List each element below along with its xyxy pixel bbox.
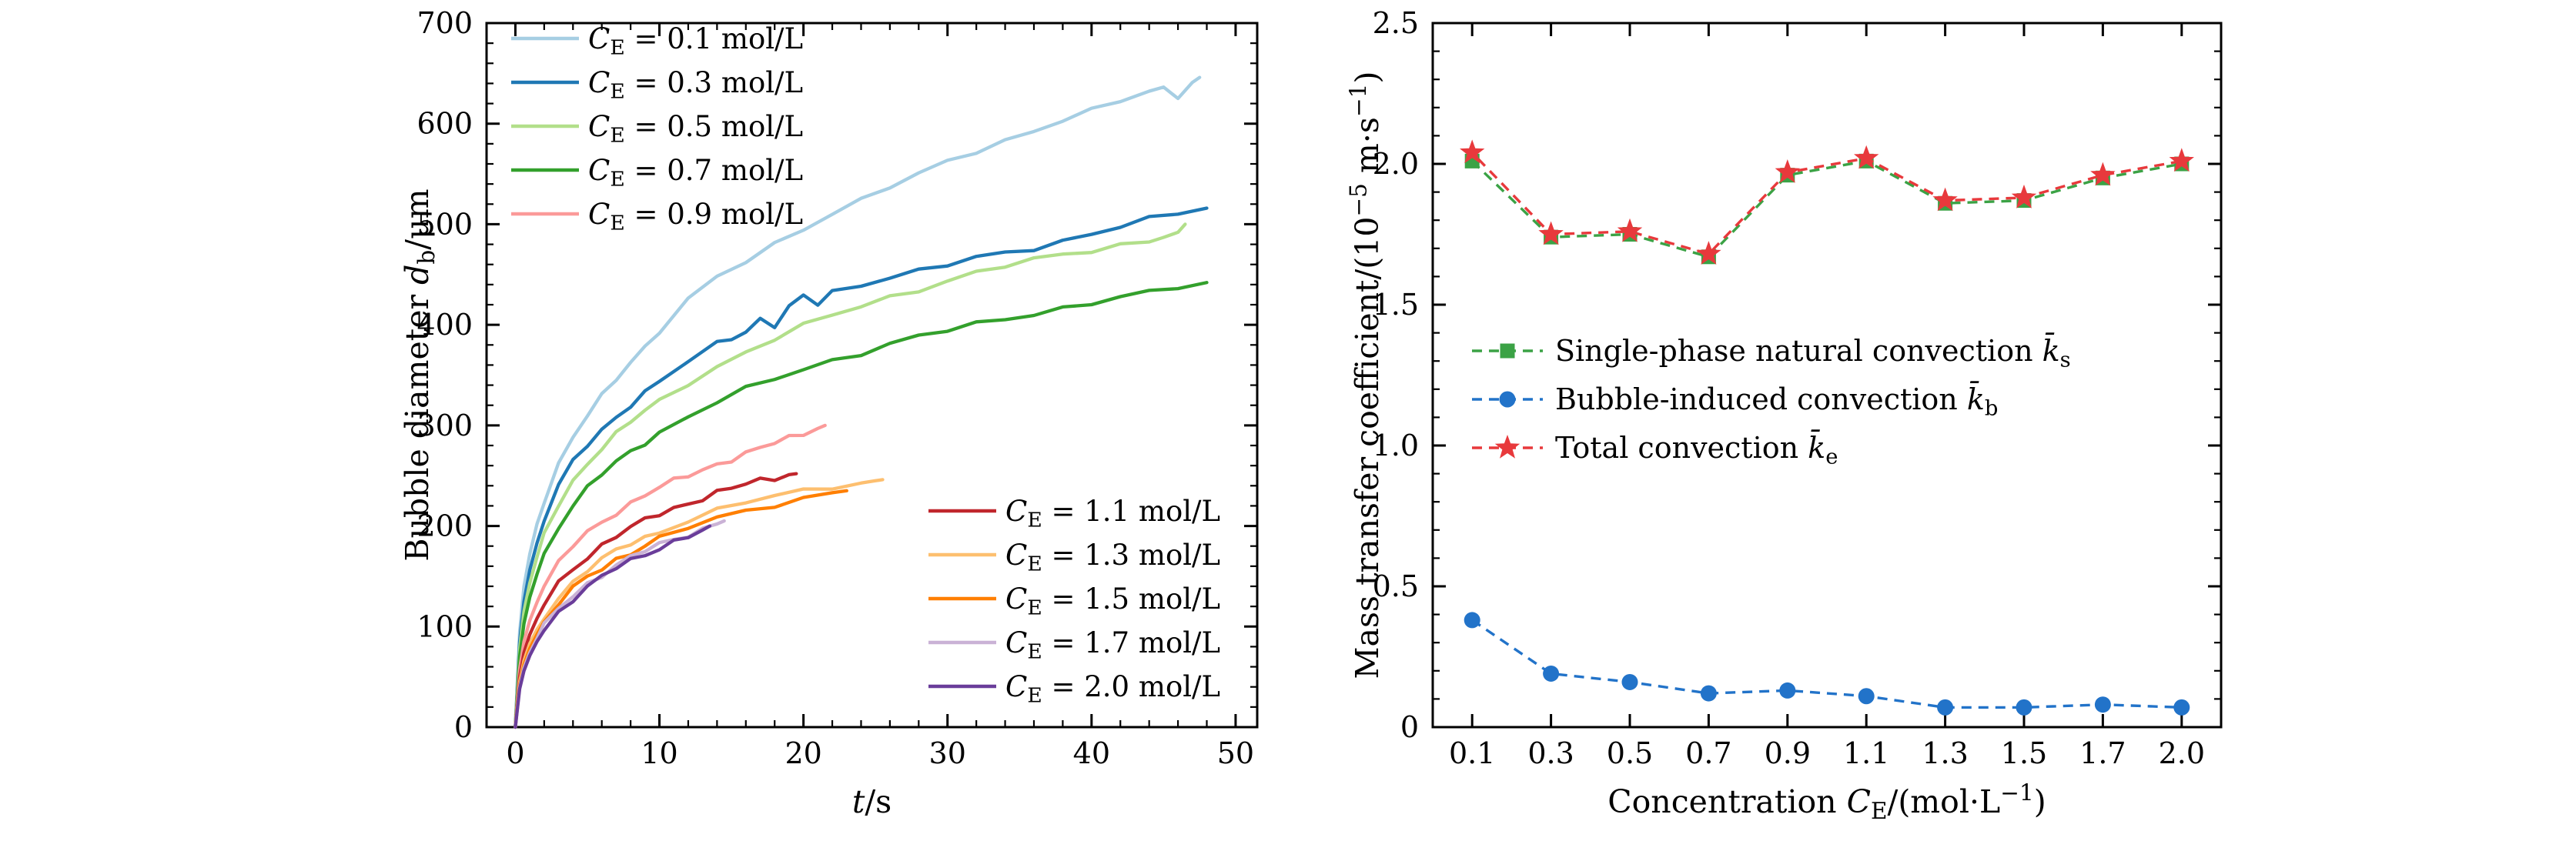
- circle-marker: [2016, 699, 2032, 716]
- x-tick-label: 0.9: [1765, 736, 1811, 770]
- right-y-axis-label: Mass transfer coefficient/(10−5 m·s−1): [1345, 72, 1386, 679]
- x-tick-label: 0.7: [1685, 736, 1731, 770]
- circle-marker: [2173, 699, 2190, 716]
- star-marker: [1617, 218, 1643, 242]
- legend-label-bubble-induced-convection: Bubble-induced convection k̄b: [1555, 382, 1998, 421]
- y-tick-label: 0: [454, 710, 473, 744]
- series-line-CE-1.1: [514, 472, 798, 729]
- series-line-CE-0.5: [514, 222, 1187, 729]
- star-marker: [1854, 145, 1879, 169]
- legend-label-CE-1.3: CE = 1.3 mol/L: [1005, 539, 1220, 576]
- x-tick-label: 1.5: [2001, 736, 2047, 770]
- x-tick-label: 20: [785, 736, 821, 770]
- x-tick-label: 50: [1217, 736, 1254, 770]
- y-tick-label: 400: [417, 308, 473, 342]
- y-tick-label: 700: [417, 6, 473, 40]
- x-tick-label: 0: [506, 736, 524, 770]
- x-tick-label: 2.0: [2159, 736, 2205, 770]
- star-marker: [2090, 162, 2116, 186]
- left-chart-legend-bottom: CE = 1.1 mol/L CE = 1.3 mol/L CE = 1.5 mol…: [928, 495, 1220, 707]
- x-tick-label: 1.7: [2079, 736, 2126, 770]
- y-tick-label: 0.5: [1373, 569, 1419, 603]
- y-tick-label: 200: [417, 509, 473, 543]
- circle-marker: [1621, 673, 1638, 690]
- right-x-axis-label: Concentration CE/(mol·L−1): [1607, 779, 2046, 824]
- x-tick-label: 0.5: [1607, 736, 1653, 770]
- circle-marker: [1858, 688, 1875, 705]
- series-line-total-convection: [1470, 152, 2183, 256]
- y-tick-label: 100: [417, 609, 473, 643]
- y-tick-label: 300: [417, 409, 473, 442]
- circle-marker: [1937, 699, 1954, 716]
- legend-label-single-phase-natural-convection: Single-phase natural convection k̄s: [1555, 333, 2071, 372]
- legend-label-CE-1.1: CE = 1.1 mol/L: [1005, 495, 1220, 532]
- series-line-bubble-induced-convection: [1471, 619, 2182, 709]
- left-chart-legend-top: CE = 0.1 mol/L CE = 0.3 mol/L CE = 0.5 mol…: [511, 22, 803, 235]
- series-line-single-phase-natural-convection: [1471, 159, 2183, 259]
- legend-label-CE-2.0: CE = 2.0 mol/L: [1005, 670, 1220, 707]
- x-tick-label: 1.3: [1922, 736, 1968, 770]
- x-tick-label: 1.1: [1843, 736, 1889, 770]
- legend-label-CE-0.7: CE = 0.7 mol/L: [588, 154, 803, 191]
- square-marker: [1500, 343, 1515, 359]
- legend-label-CE-0.9: CE = 0.9 mol/L: [588, 198, 803, 235]
- star-marker: [1696, 241, 1721, 265]
- legend-label-CE-0.5: CE = 0.5 mol/L: [588, 110, 803, 147]
- series-line-CE-0.1: [514, 75, 1202, 729]
- y-tick-label: 0: [1400, 710, 1419, 744]
- x-tick-label: 40: [1073, 736, 1110, 770]
- series-line-CE-0.7: [514, 281, 1209, 729]
- series-line-CE-1.3: [514, 478, 885, 729]
- series-line-CE-0.9: [514, 423, 827, 729]
- left-y-axis-label: Bubble diameter db/μm: [399, 189, 440, 561]
- star-marker: [1538, 221, 1564, 245]
- star-marker: [1460, 139, 1485, 164]
- star-marker: [2169, 148, 2194, 172]
- circle-marker: [2094, 696, 2111, 713]
- x-tick-label: 0.1: [1449, 736, 1495, 770]
- left-chart-series: [514, 75, 1209, 729]
- x-tick-label: 10: [641, 736, 677, 770]
- circle-marker: [1700, 685, 1717, 702]
- y-tick-label: 1.5: [1373, 288, 1419, 322]
- circle-marker: [1543, 665, 1560, 682]
- circle-marker: [1779, 682, 1796, 699]
- legend-label-CE-0.1: CE = 0.1 mol/L: [588, 22, 803, 59]
- y-tick-label: 1.0: [1373, 429, 1419, 462]
- y-tick-label: 500: [417, 207, 473, 241]
- y-tick-label: 2.5: [1373, 6, 1419, 40]
- legend-label-total-convection: Total convection k̄e: [1555, 430, 1838, 469]
- legend-label-CE-1.7: CE = 1.7 mol/L: [1005, 626, 1220, 663]
- star-marker: [1775, 159, 1800, 183]
- star-marker: [1932, 187, 1958, 212]
- right-chart-axes: 0.1 0.3 0.5 0.7 0.9 1.1 1.3 1.5 1.7 2.0 0 0.5 1.0 1.5…: [1373, 6, 2223, 770]
- circle-marker: [1464, 612, 1480, 629]
- right-chart-legend: Single-phase natural convection k̄s Bubbl…: [1472, 333, 2071, 469]
- y-tick-label: 600: [417, 107, 473, 141]
- legend-label-CE-1.5: CE = 1.5 mol/L: [1005, 582, 1220, 619]
- series-line-CE-0.3: [514, 206, 1209, 729]
- x-tick-label: 30: [929, 736, 966, 770]
- y-tick-label: 2.0: [1373, 147, 1419, 181]
- legend-label-CE-0.3: CE = 0.3 mol/L: [588, 66, 803, 103]
- circle-marker: [1499, 391, 1516, 408]
- star-marker: [1494, 435, 1521, 459]
- series-line-CE-2.0: [514, 524, 712, 729]
- left-x-axis-label: t/s: [852, 783, 892, 820]
- right-chart-series: [1460, 139, 2194, 716]
- series-line-CE-1.5: [514, 489, 848, 729]
- x-tick-label: 0.3: [1527, 736, 1574, 770]
- star-marker: [2011, 184, 2037, 209]
